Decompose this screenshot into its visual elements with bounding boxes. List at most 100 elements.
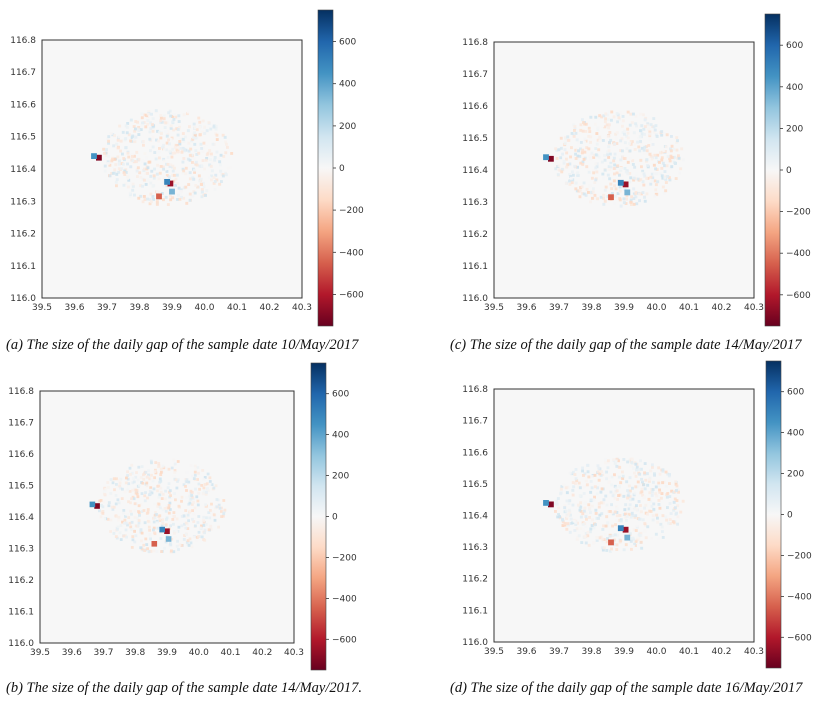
caption-c: (c) The size of the daily gap of the sam… bbox=[450, 337, 802, 354]
x-tick-label: 40.0 bbox=[194, 303, 214, 313]
heatmap-cell bbox=[178, 526, 181, 529]
heatmap-cell bbox=[629, 113, 632, 116]
heatmap-cell bbox=[186, 193, 189, 196]
heatmap-cell bbox=[209, 525, 212, 528]
heatmap-cell bbox=[137, 128, 140, 131]
heatmap-cell bbox=[629, 476, 632, 479]
heatmap-cell bbox=[612, 159, 615, 162]
heatmap-cell bbox=[605, 471, 608, 474]
heatmap-cell bbox=[115, 184, 118, 187]
heatmap-cell bbox=[122, 535, 125, 538]
x-tick-label: 40.1 bbox=[679, 303, 699, 313]
heatmap-cell bbox=[646, 484, 649, 487]
heatmap-cell bbox=[193, 513, 196, 516]
heatmap-cell bbox=[600, 470, 603, 473]
heatmap-cell bbox=[184, 485, 187, 488]
heatmap-cell bbox=[580, 516, 583, 519]
heatmap-cell bbox=[148, 138, 151, 141]
heatmap-cell bbox=[208, 149, 211, 152]
heatmap-cell bbox=[133, 194, 136, 197]
heatmap-cell bbox=[138, 171, 141, 174]
heatmap-cell bbox=[670, 149, 673, 152]
y-tick-label: 116.7 bbox=[8, 419, 34, 429]
heatmap-cell bbox=[154, 516, 157, 519]
heatmap-cell bbox=[589, 511, 592, 514]
heatmap-cell bbox=[112, 144, 115, 147]
x-tick-label: 39.8 bbox=[581, 647, 601, 657]
heatmap-cell bbox=[138, 522, 141, 525]
heatmap-cell bbox=[129, 192, 132, 195]
heatmap-cell bbox=[630, 540, 633, 543]
heatmap-cell bbox=[167, 111, 170, 114]
heatmap-background bbox=[42, 40, 302, 298]
heatmap-cell bbox=[588, 130, 591, 133]
heatmap-cell bbox=[203, 126, 206, 129]
heatmap-cell bbox=[150, 461, 153, 464]
heatmap-cell bbox=[103, 517, 106, 520]
heatmap-cell bbox=[614, 523, 617, 526]
heatmap-cell bbox=[640, 547, 643, 550]
heatmap-cell bbox=[584, 138, 587, 141]
heatmap-cell bbox=[583, 182, 586, 185]
heatmap-cell bbox=[616, 498, 619, 501]
heatmap-cell bbox=[621, 125, 624, 128]
heatmap-cell bbox=[574, 473, 577, 476]
colorbar-tick-label: −400 bbox=[339, 248, 364, 258]
heatmap-cell bbox=[585, 542, 588, 545]
heatmap-cell bbox=[615, 460, 618, 463]
heatmap-cell bbox=[620, 520, 623, 523]
heatmap-cell bbox=[679, 167, 682, 170]
heatmap-cell bbox=[645, 158, 648, 161]
heatmap-cell bbox=[611, 534, 614, 537]
x-tick-label: 39.9 bbox=[614, 303, 634, 313]
heatmap-cell bbox=[591, 197, 594, 200]
heatmap-cell bbox=[137, 133, 140, 136]
heatmap-cell bbox=[188, 544, 191, 547]
heatmap-cell bbox=[148, 550, 151, 553]
y-tick-label: 116.5 bbox=[462, 134, 488, 144]
heatmap-cell bbox=[170, 550, 173, 553]
heatmap-cell bbox=[676, 485, 679, 488]
heatmap-cell bbox=[633, 166, 636, 169]
heatmap-cell bbox=[643, 507, 646, 510]
heatmap-cell bbox=[607, 118, 610, 121]
heatmap-cell bbox=[589, 155, 592, 158]
heatmap-cell bbox=[613, 164, 616, 167]
heatmap-cell bbox=[197, 515, 200, 518]
heatmap-cell bbox=[187, 519, 190, 522]
heatmap-cell bbox=[625, 170, 628, 173]
heatmap-cell bbox=[594, 509, 597, 512]
heatmap-cell bbox=[604, 120, 607, 123]
heatmap-cell bbox=[193, 477, 196, 480]
heatmap-cell bbox=[131, 159, 134, 162]
heatmap-hotspot bbox=[164, 528, 170, 534]
heatmap-cell bbox=[629, 124, 632, 127]
x-tick-label: 40.1 bbox=[679, 647, 699, 657]
heatmap-cell bbox=[651, 463, 654, 466]
heatmap-cell bbox=[588, 544, 591, 547]
heatmap-cell bbox=[655, 183, 658, 186]
heatmap-cell bbox=[131, 546, 134, 549]
heatmap-cell bbox=[581, 512, 584, 515]
heatmap-cell bbox=[601, 124, 604, 127]
heatmap-cell bbox=[117, 526, 120, 529]
heatmap-cell bbox=[205, 189, 208, 192]
heatmap-cell bbox=[216, 498, 219, 501]
heatmap-cell bbox=[632, 187, 635, 190]
heatmap-cell bbox=[175, 141, 178, 144]
heatmap-cell bbox=[654, 129, 657, 132]
heatmap-cell bbox=[662, 468, 665, 471]
heatmap-cell bbox=[629, 176, 632, 179]
heatmap-cell bbox=[613, 179, 616, 182]
heatmap-cell bbox=[196, 164, 199, 167]
heatmap-cell bbox=[201, 165, 204, 168]
heatmap-cell bbox=[119, 482, 122, 485]
heatmap-cell bbox=[654, 167, 657, 170]
heatmap-cell bbox=[665, 181, 668, 184]
heatmap-cell bbox=[146, 547, 149, 550]
heatmap-cell bbox=[146, 476, 149, 479]
heatmap-cell bbox=[565, 510, 568, 513]
heatmap-cell bbox=[582, 121, 585, 124]
heatmap-cell bbox=[117, 147, 120, 150]
heatmap-cell bbox=[633, 177, 636, 180]
